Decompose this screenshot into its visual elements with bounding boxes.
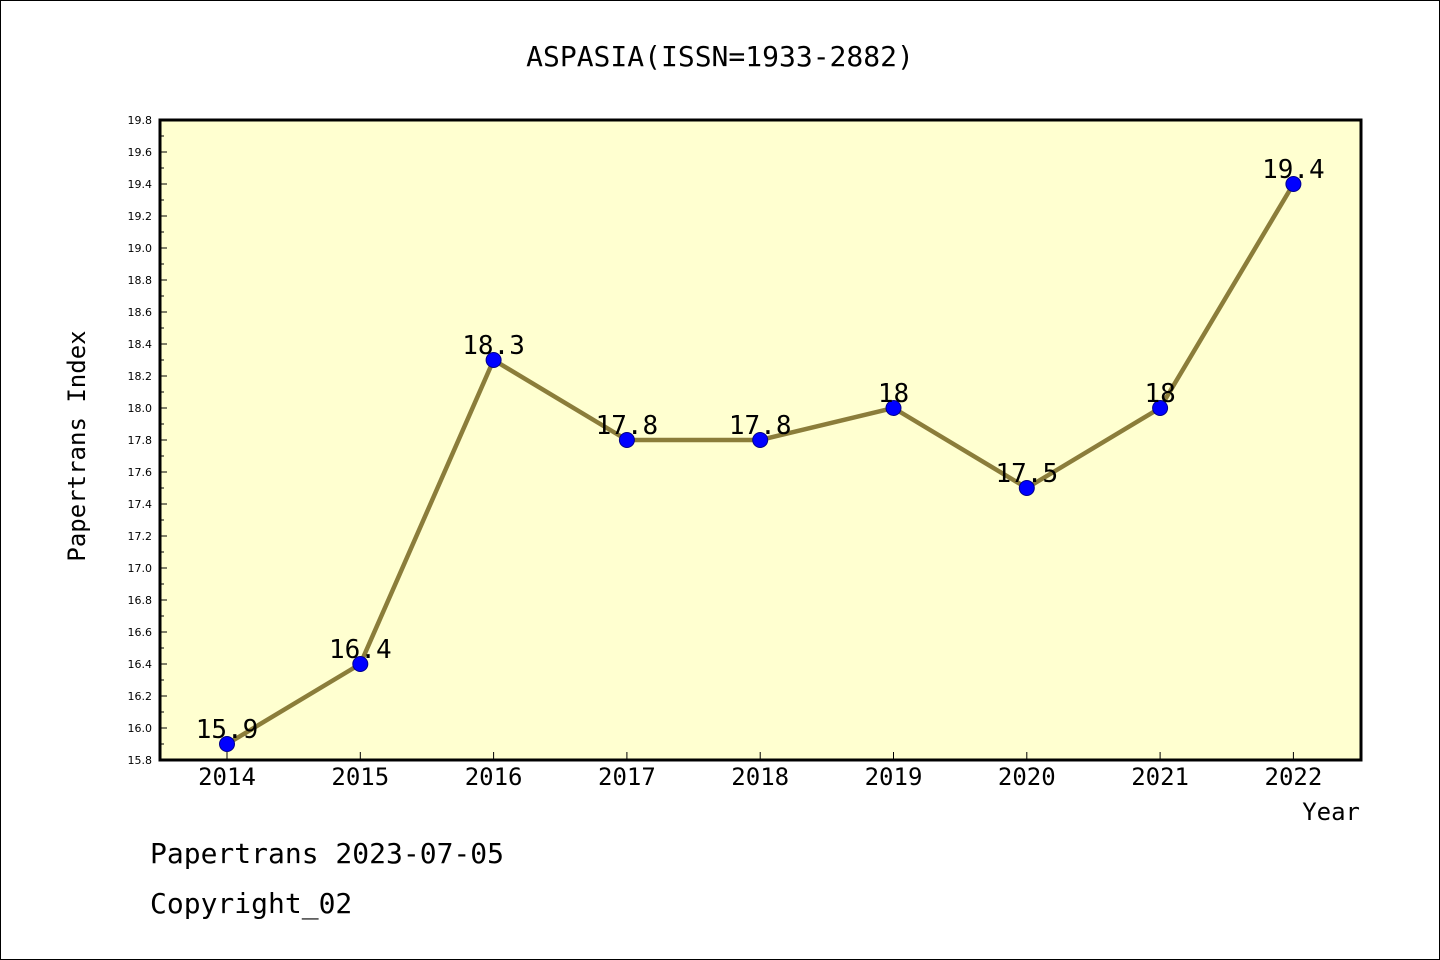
data-label: 18.3	[462, 331, 525, 361]
data-point	[485, 352, 502, 368]
data-label: 15.9	[196, 715, 259, 745]
footer-copyright: Copyright_02	[150, 887, 352, 921]
y-tick-label: 19.6	[128, 146, 153, 159]
footer-date: Papertrans 2023-07-05	[150, 837, 504, 870]
y-tick-label: 18.0	[128, 402, 153, 415]
y-tick-label: 15.8	[128, 754, 153, 767]
y-tick-label: 16.0	[128, 722, 153, 735]
x-tick-label: 2015	[331, 763, 389, 791]
x-tick-label: 2022	[1265, 763, 1323, 791]
y-axis-label: Papertrans Index	[63, 330, 91, 561]
y-tick-label: 18.8	[128, 274, 153, 287]
data-label: 18	[878, 379, 909, 409]
data-label: 17.8	[596, 411, 659, 441]
data-point	[219, 736, 235, 752]
data-labels: 15.9 16.4 18.3 17.8 17.8 18 17.5 18 19.4	[196, 155, 1325, 745]
y-tick-label: 18.4	[128, 338, 153, 351]
data-label: 17.5	[995, 459, 1058, 489]
y-tick-label: 19.8	[128, 114, 153, 127]
y-tick-label: 17.2	[128, 530, 153, 543]
data-point	[1152, 400, 1169, 416]
y-tick-label: 16.4	[128, 658, 153, 671]
data-point	[752, 432, 769, 448]
y-tick-label: 16.2	[128, 690, 153, 703]
y-tick-label: 18.6	[128, 306, 153, 319]
data-point	[618, 432, 635, 448]
x-tick-label: 2020	[998, 763, 1056, 791]
data-label: 16.4	[329, 635, 392, 665]
plot-border	[158, 118, 1363, 762]
x-axis-label: Year	[1302, 798, 1360, 826]
x-tick-label: 2019	[865, 763, 923, 791]
data-label: 18	[1144, 379, 1175, 409]
data-label: 17.8	[729, 411, 792, 441]
y-tick-label: 19.4	[128, 178, 153, 191]
x-tick-label: 2021	[1131, 763, 1189, 791]
x-tick-label: 2014	[198, 763, 256, 791]
data-label: 19.4	[1262, 155, 1325, 185]
y-tick-label: 17.4	[128, 498, 153, 511]
x-tick-label: 2018	[731, 763, 789, 791]
y-tick-label: 17.6	[128, 466, 153, 479]
y-tick-label: 16.8	[128, 594, 153, 607]
data-point	[885, 400, 902, 416]
chart-title: ASPASIA(ISSN=1933-2882)	[526, 40, 914, 73]
y-tick-label: 18.2	[128, 370, 153, 383]
y-tick-label: 19.0	[128, 242, 153, 255]
y-tick-label: 19.2	[128, 210, 153, 223]
y-tick-label: 17.8	[128, 434, 153, 447]
x-tick-label: 2016	[465, 763, 523, 791]
y-tick-label: 17.0	[128, 562, 153, 575]
data-point	[1018, 480, 1035, 496]
data-point	[1285, 176, 1302, 192]
x-axis: 2014 2015 2016 2017 2018 2019 2020 2021 2022	[198, 752, 1322, 791]
data-point	[352, 656, 369, 672]
data-points	[219, 176, 1302, 752]
x-tick-label: 2017	[598, 763, 656, 791]
y-tick-label: 16.6	[128, 626, 153, 639]
